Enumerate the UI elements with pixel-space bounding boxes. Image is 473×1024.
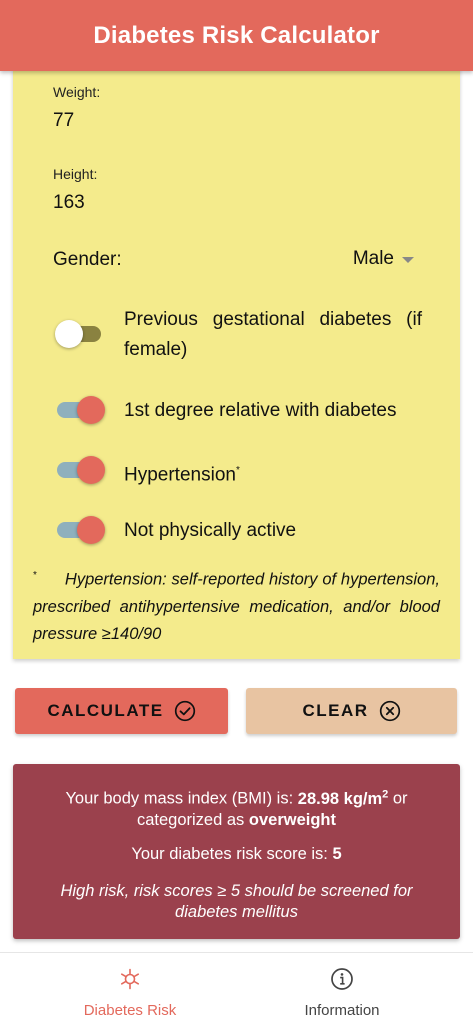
score-prefix: Your diabetes risk score is: xyxy=(131,845,333,863)
switch-thumb xyxy=(55,320,83,348)
risk-note: High risk, risk scores ≥ 5 should be scr… xyxy=(60,882,413,921)
physical-activity-label: Not physically active xyxy=(124,520,297,541)
bmi-category: overweight xyxy=(248,810,336,829)
hypertension-footnote: * Hypertension: self-reported history of … xyxy=(33,562,440,648)
switch-thumb xyxy=(77,396,105,424)
bmi-number: 28.98 kg/m xyxy=(297,789,383,808)
clear-button[interactable]: CLEAR xyxy=(246,688,457,734)
footnote-marker: * xyxy=(235,465,240,476)
result-card: Your body mass index (BMI) is: 28.98 kg/… xyxy=(13,764,460,939)
height-input[interactable]: 163 xyxy=(53,192,85,213)
close-circle-icon xyxy=(379,700,401,722)
family-history-label: 1st degree relative with diabetes xyxy=(124,400,397,421)
height-label: Height: xyxy=(53,166,98,182)
nav-label-information: Information xyxy=(304,1002,380,1019)
footnote-star: * xyxy=(33,570,37,581)
bmi-prefix: Your body mass index (BMI) is: xyxy=(65,789,298,808)
switch-thumb xyxy=(77,456,105,484)
footnote-text: Hypertension: self-reported history of h… xyxy=(33,570,440,643)
asterisk-icon xyxy=(118,967,142,996)
gender-select[interactable]: Male xyxy=(353,248,414,270)
toggle-row-physical-activity: Not physically active xyxy=(53,516,423,546)
weight-input[interactable]: 77 xyxy=(53,110,75,131)
chevron-down-icon xyxy=(402,257,414,263)
info-icon xyxy=(330,967,354,996)
weight-label: Weight: xyxy=(53,84,101,100)
switch-thumb xyxy=(77,516,105,544)
risk-score-result: Your diabetes risk score is: 5 xyxy=(33,844,440,865)
physical-activity-switch[interactable] xyxy=(55,516,105,544)
nav-item-information[interactable]: Information xyxy=(224,953,460,1024)
app-title: Diabetes Risk Calculator xyxy=(93,21,380,49)
check-circle-icon xyxy=(174,700,196,722)
bottom-navigation: Diabetes Risk Information xyxy=(0,952,473,1024)
hypertension-label: Hypertension* xyxy=(124,456,240,490)
gender-label: Gender: xyxy=(53,249,122,270)
nav-item-diabetes-risk[interactable]: Diabetes Risk xyxy=(12,953,248,1024)
bmi-value: 28.98 kg/m2 xyxy=(297,788,389,808)
toggle-row-family-history: 1st degree relative with diabetes xyxy=(53,396,423,426)
gestational-diabetes-label: Previous gestational diabetes (if female… xyxy=(124,309,422,360)
bmi-result: Your body mass index (BMI) is: 28.98 kg/… xyxy=(33,784,440,831)
calculate-button[interactable]: CALCULATE xyxy=(15,688,228,734)
bmi-exponent: 2 xyxy=(382,788,389,800)
clear-button-label: CLEAR xyxy=(302,701,369,720)
app-bar: Diabetes Risk Calculator xyxy=(0,0,473,71)
calculate-button-label: CALCULATE xyxy=(47,701,164,720)
hypertension-label-text: Hypertension xyxy=(124,464,236,486)
gender-selected-value: Male xyxy=(352,248,394,269)
family-history-switch[interactable] xyxy=(55,396,105,424)
nav-label-diabetes-risk: Diabetes Risk xyxy=(83,1002,177,1019)
bmi-mid: or categorized as xyxy=(136,789,408,829)
risk-score-value: 5 xyxy=(332,845,342,863)
toggle-row-hypertension: Hypertension* xyxy=(53,456,423,486)
gestational-diabetes-switch[interactable] xyxy=(55,320,101,348)
hypertension-switch[interactable] xyxy=(55,456,105,484)
input-form: Weight: 77 Height: 163 Gender: Male Prev… xyxy=(13,62,460,659)
toggle-row-gestational-diabetes: Previous gestational diabetes (if female… xyxy=(53,305,423,367)
